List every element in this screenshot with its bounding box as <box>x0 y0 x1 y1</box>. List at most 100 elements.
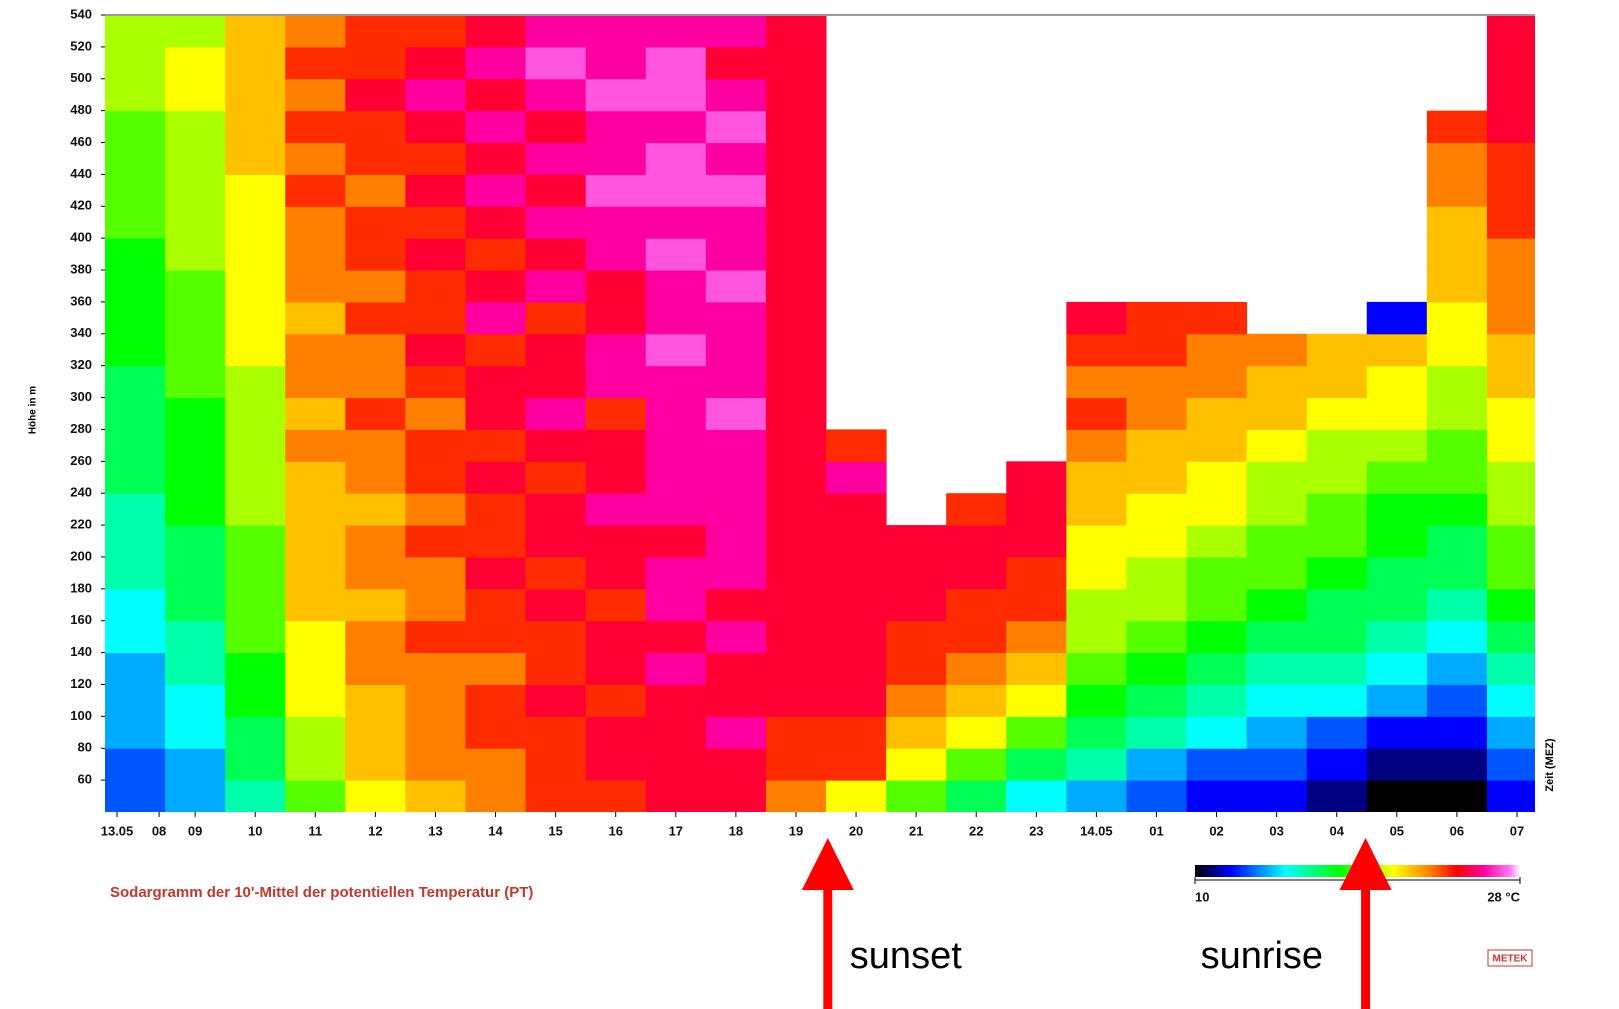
heatmap-cell <box>1306 620 1368 654</box>
y-tick-label: 340 <box>70 325 92 340</box>
heatmap-cell <box>1006 588 1067 622</box>
heatmap-cell <box>705 429 767 462</box>
heatmap-cell <box>285 365 346 399</box>
heatmap-cell <box>1366 556 1428 590</box>
heatmap-cell <box>645 333 707 367</box>
heatmap-cell <box>225 461 286 494</box>
heatmap-cell <box>1486 461 1535 494</box>
heatmap-cell <box>886 716 947 749</box>
heatmap-cell <box>165 620 226 654</box>
y-tick-label: 400 <box>70 230 92 245</box>
heatmap-cell <box>225 15 286 48</box>
y-tick-label: 480 <box>70 102 92 117</box>
heatmap-cell <box>585 301 647 335</box>
heatmap-cell <box>165 365 226 399</box>
x-tick-label: 19 <box>789 823 803 838</box>
heatmap-cell <box>285 15 346 48</box>
heatmap-cell <box>225 110 286 144</box>
heatmap-cell <box>285 301 346 335</box>
heatmap-cell <box>165 493 226 526</box>
x-tick-label: 09 <box>188 823 202 838</box>
heatmap-cell <box>765 556 827 590</box>
heatmap-cell <box>285 78 346 112</box>
colorbar-tick-label: 10 <box>1195 889 1209 904</box>
heatmap-cell <box>1006 652 1067 685</box>
heatmap-cell <box>165 206 226 239</box>
heatmap-cell <box>345 238 406 271</box>
heatmap-cell <box>1366 748 1428 781</box>
heatmap-cell <box>1486 556 1535 590</box>
heatmap-cell <box>645 684 707 717</box>
heatmap-cell <box>165 556 226 590</box>
heatmap-cell <box>585 684 647 717</box>
heatmap-cell <box>105 365 166 399</box>
heatmap-cell <box>1306 493 1368 526</box>
logo-box <box>1487 949 1533 967</box>
heatmap-cell <box>1306 461 1368 494</box>
heatmap-cell <box>525 652 587 685</box>
heatmap-cell <box>465 748 527 781</box>
heatmap-cell <box>585 716 647 749</box>
heatmap-cell <box>645 780 707 812</box>
heatmap-cell <box>1426 174 1488 207</box>
heatmap-cell <box>1366 525 1428 558</box>
heatmap-cell <box>465 716 527 749</box>
heatmap-cell <box>886 525 947 558</box>
heatmap-cell <box>405 620 467 654</box>
heatmap-cell <box>285 397 346 430</box>
heatmap-cell <box>765 493 827 526</box>
heatmap-cell <box>1186 461 1248 494</box>
x-tick-label: 17 <box>669 823 683 838</box>
heatmap-cell <box>1246 652 1308 685</box>
heatmap-cell <box>105 397 166 430</box>
heatmap-cell <box>285 620 346 654</box>
heatmap-cell <box>405 301 467 335</box>
heatmap-cell <box>285 333 346 367</box>
colorbar-tick-label: 28 °C <box>1487 889 1520 904</box>
heatmap-cell <box>1126 365 1188 399</box>
heatmap-cell <box>285 142 346 175</box>
heatmap-cell <box>405 588 467 622</box>
heatmap-cell <box>285 238 346 271</box>
heatmap-cell <box>826 716 887 749</box>
heatmap-cell <box>1486 525 1535 558</box>
heatmap-cell <box>405 397 467 430</box>
heatmap-cell <box>225 142 286 175</box>
x-tick-label: 14.05 <box>1080 823 1113 838</box>
heatmap-cell <box>1126 684 1188 717</box>
heatmap-cell <box>405 142 467 175</box>
heatmap-cell <box>225 46 286 80</box>
heatmap-cell <box>1426 652 1488 685</box>
heatmap-cell <box>465 365 527 399</box>
heatmap-cell <box>405 493 467 526</box>
heatmap-cell <box>1366 684 1428 717</box>
heatmap-cell <box>1306 652 1368 685</box>
heatmap-cell <box>525 493 587 526</box>
heatmap-cell <box>1486 652 1535 685</box>
heatmap-cell <box>525 397 587 430</box>
heatmap-cell <box>946 716 1007 749</box>
heatmap-cell <box>105 716 166 749</box>
y-tick-label: 300 <box>70 389 92 404</box>
heatmap-cell <box>1366 716 1428 749</box>
heatmap-cell <box>1366 493 1428 526</box>
heatmap-cell <box>465 493 527 526</box>
heatmap-cell <box>705 556 767 590</box>
heatmap-cell <box>405 684 467 717</box>
heatmap-cell <box>1306 365 1368 399</box>
heatmap-cell <box>1486 333 1535 367</box>
heatmap-cell <box>345 270 406 303</box>
heatmap-cell <box>645 15 707 48</box>
heatmap-cell <box>105 620 166 654</box>
heatmap-cell <box>1186 588 1248 622</box>
heatmap-cell <box>405 365 467 399</box>
heatmap-cell <box>826 525 887 558</box>
heatmap-cell <box>765 301 827 335</box>
heatmap-cell <box>345 301 406 335</box>
heatmap-cell <box>1186 365 1248 399</box>
heatmap-cell <box>345 78 406 112</box>
heatmap-cell <box>645 461 707 494</box>
heatmap-cell <box>1246 365 1308 399</box>
heatmap-cell <box>225 333 286 367</box>
x-tick-label: 21 <box>909 823 923 838</box>
